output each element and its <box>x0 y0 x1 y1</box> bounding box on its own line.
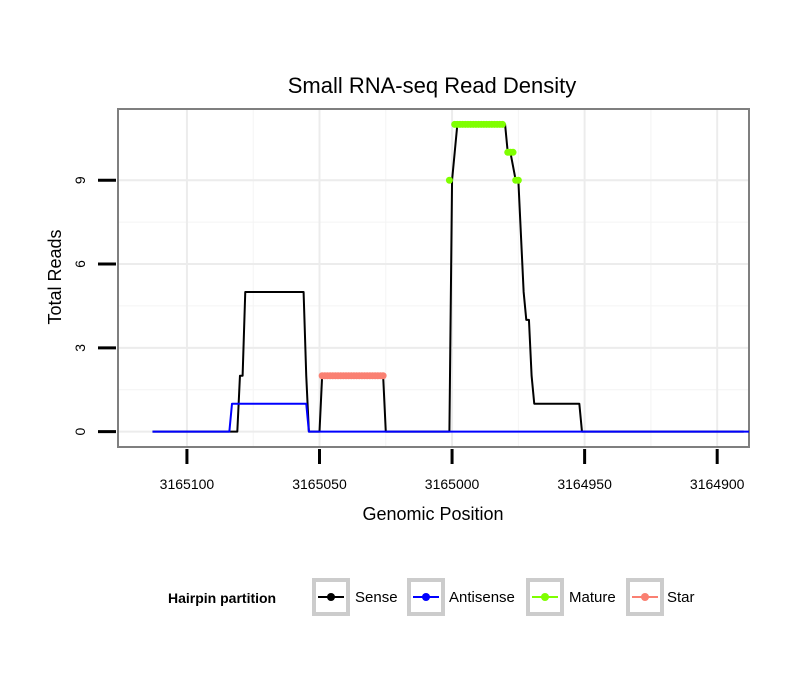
legend-key-point <box>327 593 335 601</box>
y-tick-label: 3 <box>72 344 88 352</box>
legend-label-antisense: Antisense <box>449 589 515 606</box>
data-point-mature <box>445 176 453 184</box>
y-tick-label: 6 <box>72 260 88 268</box>
data-point-mature <box>498 120 506 128</box>
grid <box>119 110 748 446</box>
y-tick-label: 0 <box>72 428 88 436</box>
legend-key-point <box>541 593 549 601</box>
plot-panel <box>117 108 750 448</box>
x-tick-label: 3165050 <box>292 476 347 492</box>
data-point-mature <box>514 176 522 184</box>
series-line-antisense <box>152 402 749 433</box>
axis-ticks: 3165100 3165050 3165000 3164950 3164900 0 3 6 9 <box>72 176 745 492</box>
legend-label-mature: Mature <box>569 589 616 606</box>
x-tick-label: 3164950 <box>557 476 612 492</box>
y-tick-label: 9 <box>72 176 88 184</box>
y-axis-label: Total Reads <box>45 229 65 324</box>
x-axis-label: Genomic Position <box>362 504 503 524</box>
x-tick-label: 3165100 <box>160 476 215 492</box>
x-tick-label: 3165000 <box>425 476 480 492</box>
series-group <box>152 120 749 433</box>
data-point-mature <box>509 148 517 156</box>
legend: Hairpin partition Sense Antisense Mature St… <box>168 578 695 616</box>
x-tick-label: 3164900 <box>690 476 745 492</box>
legend-key-point <box>422 593 430 601</box>
legend-label-star: Star <box>667 589 695 606</box>
legend-title: Hairpin partition <box>168 590 276 606</box>
legend-key-point <box>641 593 649 601</box>
series-mature <box>445 120 522 184</box>
data-point-star <box>379 372 387 380</box>
series-antisense <box>152 402 749 433</box>
chart-title: Small RNA-seq Read Density <box>288 73 577 98</box>
series-star <box>318 372 387 380</box>
legend-label-sense: Sense <box>355 589 398 606</box>
